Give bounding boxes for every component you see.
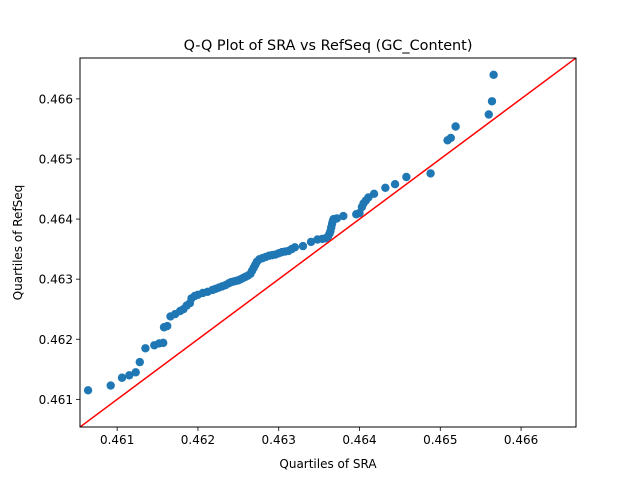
data-point bbox=[402, 172, 411, 182]
x-tick-label: 0.464 bbox=[342, 433, 376, 447]
data-point bbox=[117, 373, 127, 382]
plot-area bbox=[80, 58, 576, 427]
data-point bbox=[125, 371, 134, 380]
data-point bbox=[446, 133, 455, 143]
data-point bbox=[141, 344, 150, 353]
data-point bbox=[106, 381, 115, 390]
data-point bbox=[451, 122, 460, 131]
data-point bbox=[159, 338, 168, 348]
x-tick-label: 0.461 bbox=[100, 433, 134, 447]
data-point bbox=[381, 183, 390, 193]
data-point bbox=[83, 386, 93, 395]
y-tick-label: 0.463 bbox=[39, 273, 73, 287]
x-tick-label: 0.463 bbox=[262, 433, 296, 447]
data-point bbox=[390, 180, 400, 189]
y-tick-label: 0.465 bbox=[39, 152, 73, 166]
y-tick-label: 0.462 bbox=[39, 333, 73, 347]
data-point bbox=[339, 211, 348, 221]
y-tick-label: 0.464 bbox=[39, 213, 73, 227]
x-tick-label: 0.466 bbox=[504, 433, 538, 447]
data-points bbox=[83, 70, 498, 395]
data-point bbox=[131, 368, 140, 377]
y-tick-label: 0.466 bbox=[39, 92, 73, 106]
reference-line bbox=[80, 58, 576, 427]
x-axis-ticks: 0.461 0.462 0.463 0.464 0.465 0.466 bbox=[100, 427, 538, 447]
data-point bbox=[369, 189, 379, 199]
data-point bbox=[426, 169, 435, 178]
data-point bbox=[135, 357, 144, 367]
y-axis-ticks: 0.461 0.462 0.463 0.464 0.465 0.466 bbox=[39, 92, 80, 407]
data-point bbox=[487, 97, 497, 106]
data-point bbox=[306, 237, 316, 247]
data-point bbox=[484, 110, 493, 119]
x-tick-label: 0.465 bbox=[423, 433, 457, 447]
y-tick-label: 0.461 bbox=[39, 393, 73, 407]
axes-frame bbox=[79, 57, 577, 428]
data-point bbox=[298, 241, 308, 251]
data-point bbox=[489, 70, 498, 80]
data-point bbox=[163, 321, 172, 331]
x-axis-label: Quartiles of SRA bbox=[279, 457, 377, 471]
x-tick-label: 0.462 bbox=[181, 433, 215, 447]
data-point bbox=[290, 243, 300, 252]
y-axis-label: Quartiles of RefSeq bbox=[11, 185, 25, 301]
chart-title: Q-Q Plot of SRA vs RefSeq (GC_Content) bbox=[184, 38, 473, 54]
data-point bbox=[332, 214, 342, 223]
